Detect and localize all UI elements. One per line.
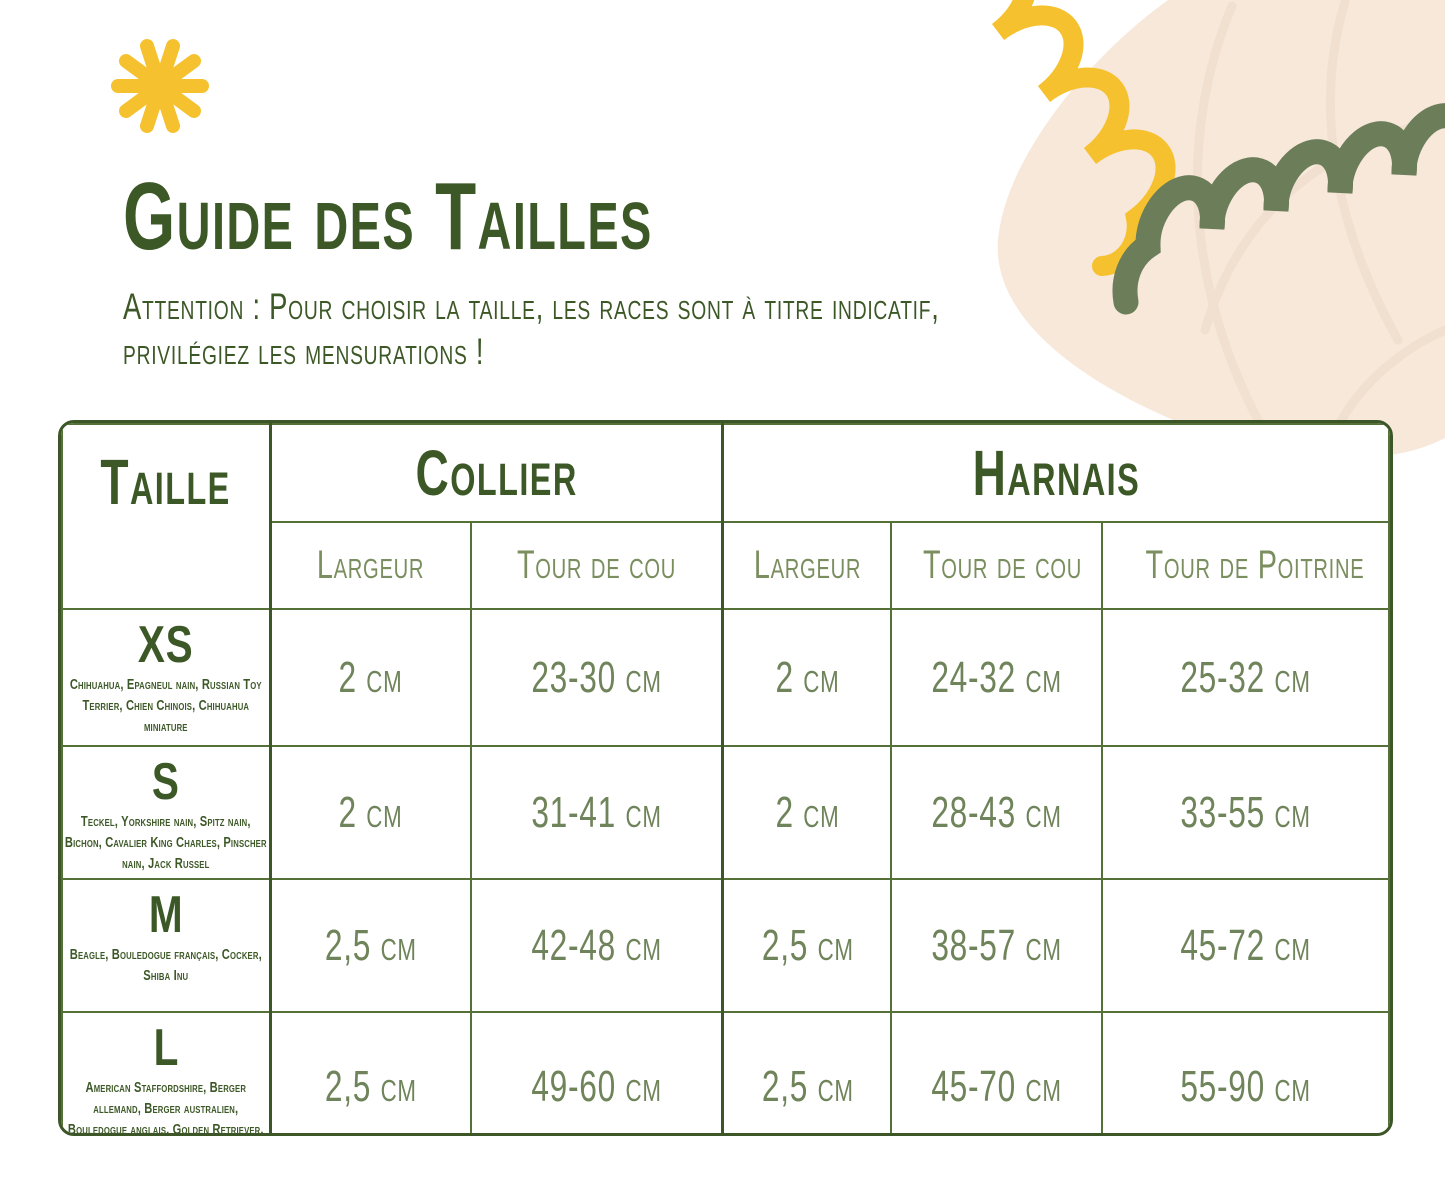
- harnais-tour-de-poitrine-value: 45-72 cm: [1101, 878, 1390, 1013]
- page-title: Guide des Tailles: [123, 163, 653, 270]
- harnais-largeur-value: 2,5 cm: [721, 1011, 893, 1133]
- size-label: S: [151, 753, 180, 811]
- table-row-m: M Beagle, Bouledogue français, Cocker, S…: [61, 878, 1390, 1013]
- harnais-tour-de-cou-value: 24-32 cm: [890, 608, 1104, 747]
- collier-largeur-value: 2,5 cm: [268, 1011, 472, 1133]
- size-guide-table: Taille Collier Harnais Largeur Tour de c…: [58, 420, 1393, 1136]
- subheader-collier-tour-de-cou: Tour de cou: [469, 521, 724, 610]
- warning-line-2: privilégiez les mensurations !: [123, 331, 485, 373]
- table-subheader-row: Largeur Tour de cou Largeur Tour de cou …: [62, 521, 1390, 610]
- harnais-largeur-value: 2 cm: [721, 745, 893, 880]
- table-row-l: L American Staffordshire, Berger alleman…: [61, 1011, 1390, 1136]
- breed-list: American Staffordshire, Berger allemand,…: [68, 1079, 264, 1136]
- collier-tour-de-cou-value: 42-48 cm: [469, 878, 724, 1013]
- size-cell: XS Chihuahua, Epagneul nain, Russian Toy…: [61, 608, 272, 747]
- subheader-collier-largeur: Largeur: [268, 521, 472, 610]
- warning-text: Attention : Pour choisir la taille, les …: [123, 284, 1082, 374]
- group-header-collier: Collier: [268, 423, 724, 523]
- collier-tour-de-cou-value: 49-60 cm: [469, 1011, 724, 1133]
- page-header: Guide des Tailles Attention : Pour chois…: [123, 168, 1083, 374]
- size-label: XS: [138, 616, 194, 674]
- collier-tour-de-cou-value: 23-30 cm: [469, 608, 724, 747]
- warning-line-1: Attention : Pour choisir la taille, les …: [123, 285, 940, 327]
- collier-largeur-value: 2,5 cm: [268, 878, 472, 1013]
- harnais-tour-de-cou-value: 38-57 cm: [890, 878, 1104, 1013]
- collier-largeur-value: 2 cm: [268, 745, 472, 880]
- harnais-largeur-value: 2 cm: [721, 608, 893, 747]
- size-cell: S Teckel, Yorkshire nain, Spitz nain, Bi…: [61, 745, 272, 880]
- green-spiral-icon: [1112, 103, 1445, 315]
- harnais-tour-de-cou-value: 28-43 cm: [890, 745, 1104, 880]
- breed-list: Teckel, Yorkshire nain, Spitz nain, Bich…: [65, 813, 267, 872]
- collier-tour-de-cou-value: 31-41 cm: [469, 745, 724, 880]
- subheader-harnais-tour-de-poitrine: Tour de Poitrine: [1101, 521, 1390, 610]
- column-header-taille: Taille: [61, 423, 272, 610]
- size-cell: M Beagle, Bouledogue français, Cocker, S…: [61, 878, 272, 1013]
- group-header-harnais: Harnais: [721, 423, 1390, 523]
- harnais-tour-de-poitrine-value: 25-32 cm: [1101, 608, 1390, 747]
- collier-largeur-value: 2 cm: [268, 608, 472, 747]
- size-label: M: [148, 886, 184, 944]
- harnais-tour-de-cou-value: 45-70 cm: [890, 1011, 1104, 1133]
- harnais-largeur-value: 2,5 cm: [721, 878, 893, 1013]
- harnais-tour-de-poitrine-value: 33-55 cm: [1101, 745, 1390, 880]
- table-header-row: Taille Collier Harnais: [61, 423, 1390, 610]
- size-cell: L American Staffordshire, Berger alleman…: [61, 1011, 272, 1136]
- sunburst-icon: [111, 39, 209, 133]
- subheader-harnais-tour-de-cou: Tour de cou: [890, 521, 1104, 610]
- breed-list: Beagle, Bouledogue français, Cocker, Shi…: [69, 946, 262, 984]
- breed-list: Chihuahua, Epagneul nain, Russian Toy Te…: [69, 676, 262, 735]
- subheader-harnais-largeur: Largeur: [721, 521, 893, 610]
- size-label: L: [153, 1019, 179, 1077]
- table-row-s: S Teckel, Yorkshire nain, Spitz nain, Bi…: [61, 745, 1390, 880]
- harnais-tour-de-poitrine-value: 55-90 cm: [1101, 1011, 1390, 1133]
- table-row-xs: XS Chihuahua, Epagneul nain, Russian Toy…: [61, 608, 1390, 747]
